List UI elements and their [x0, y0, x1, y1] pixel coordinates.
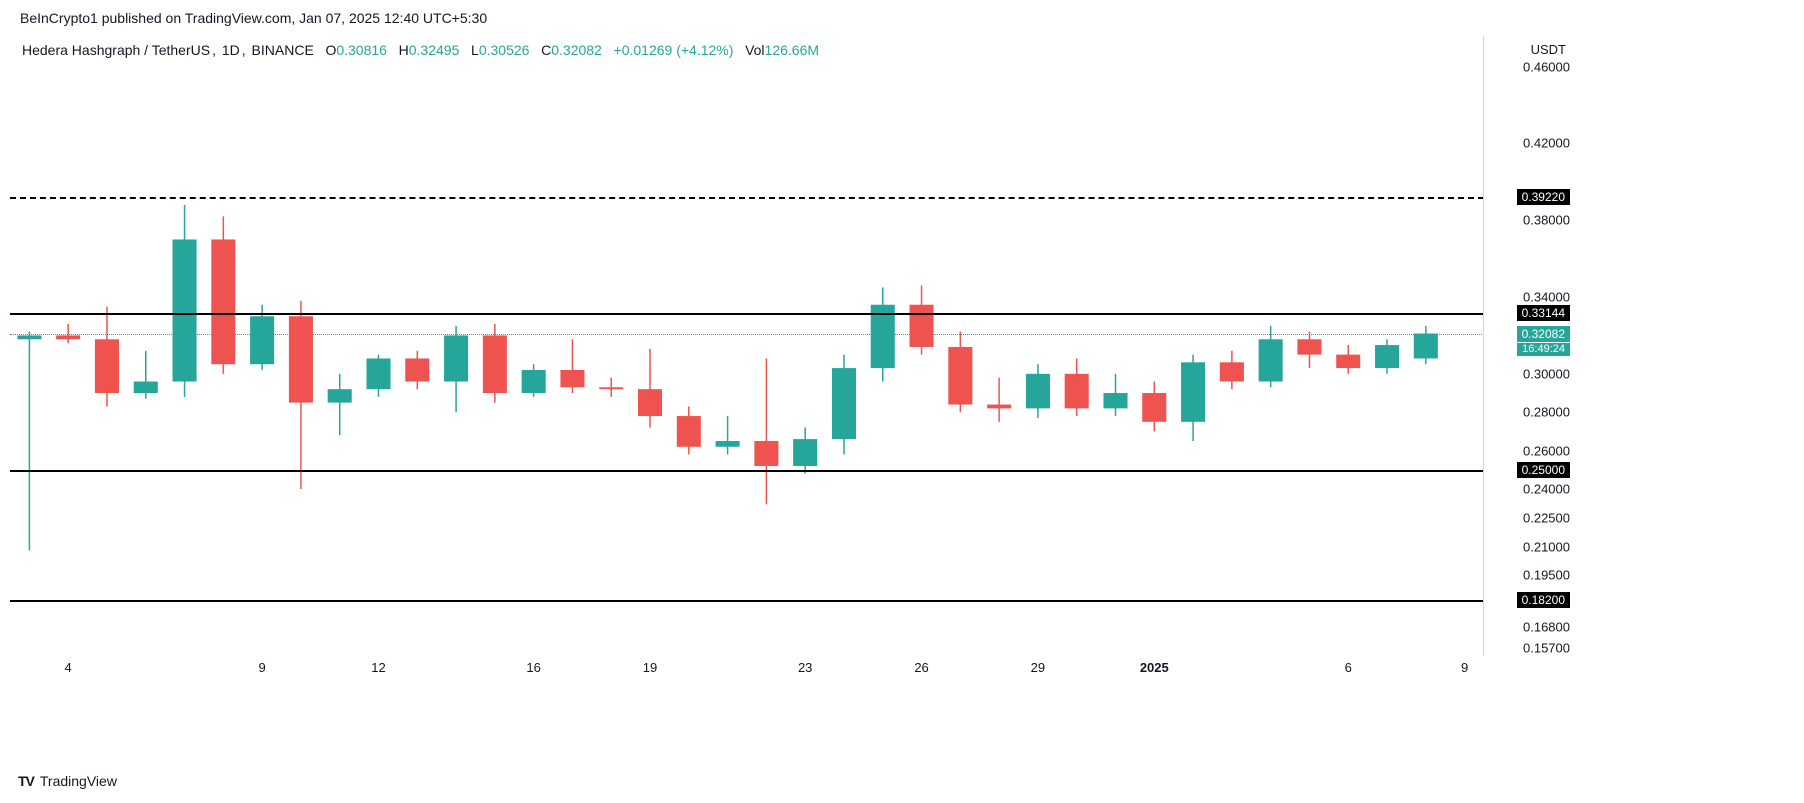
price-tag: 0.39220 [1517, 189, 1570, 205]
x-axis-tick: 2025 [1140, 660, 1169, 675]
y-axis-tick: 0.19500 [1523, 568, 1570, 583]
y-axis-tick: 0.28000 [1523, 405, 1570, 420]
price-tag: 0.33144 [1517, 305, 1570, 321]
price-tag: 0.18200 [1517, 592, 1570, 608]
y-axis-tick: 0.34000 [1523, 290, 1570, 305]
x-axis-tick: 19 [643, 660, 657, 675]
x-axis-tick: 29 [1031, 660, 1045, 675]
y-axis-tick: 0.16800 [1523, 620, 1570, 635]
tradingview-footer: TV TradingView [18, 773, 117, 789]
y-axis-tick: 0.26000 [1523, 443, 1570, 458]
countdown-timer: 16:49:24 [1517, 343, 1570, 356]
y-axis-tick: 0.38000 [1523, 213, 1570, 228]
y-axis-tick: 0.22500 [1523, 510, 1570, 525]
price-tag: 0.25000 [1517, 462, 1570, 478]
tradingview-logo-icon: TV [18, 773, 34, 789]
y-axis-tick: 0.24000 [1523, 482, 1570, 497]
y-axis-tick: 0.46000 [1523, 59, 1570, 74]
x-axis-tick: 6 [1345, 660, 1352, 675]
price-chart[interactable] [10, 36, 1484, 656]
time-axis[interactable]: 4 9 12 16 19 23 26 29 2025 6 9 [10, 656, 1484, 684]
x-axis-tick: 23 [798, 660, 812, 675]
horizontal-line[interactable] [10, 334, 1484, 335]
horizontal-line[interactable] [10, 313, 1484, 315]
tradingview-label: TradingView [40, 773, 117, 789]
y-axis-tick: 0.30000 [1523, 366, 1570, 381]
price-unit: USDT [1531, 42, 1566, 57]
y-axis-tick: 0.42000 [1523, 136, 1570, 151]
x-axis-tick: 9 [259, 660, 266, 675]
x-axis-tick: 12 [371, 660, 385, 675]
price-axis[interactable]: USDT 0.39220 0.33144 0.3208216:49:24 0.2500… [1484, 36, 1584, 656]
x-axis-tick: 9 [1461, 660, 1468, 675]
x-axis-tick: 16 [526, 660, 540, 675]
candlestick-svg [10, 36, 1484, 656]
y-axis-tick: 0.21000 [1523, 539, 1570, 554]
horizontal-line[interactable] [10, 197, 1484, 199]
x-axis-tick: 4 [65, 660, 72, 675]
x-axis-tick: 26 [914, 660, 928, 675]
y-axis-tick: 0.15700 [1523, 641, 1570, 656]
price-tag: 0.32082 [1517, 326, 1570, 342]
horizontal-line[interactable] [10, 600, 1484, 602]
attribution-text: BeInCrypto1 published on TradingView.com… [20, 10, 487, 26]
horizontal-line[interactable] [10, 470, 1484, 472]
